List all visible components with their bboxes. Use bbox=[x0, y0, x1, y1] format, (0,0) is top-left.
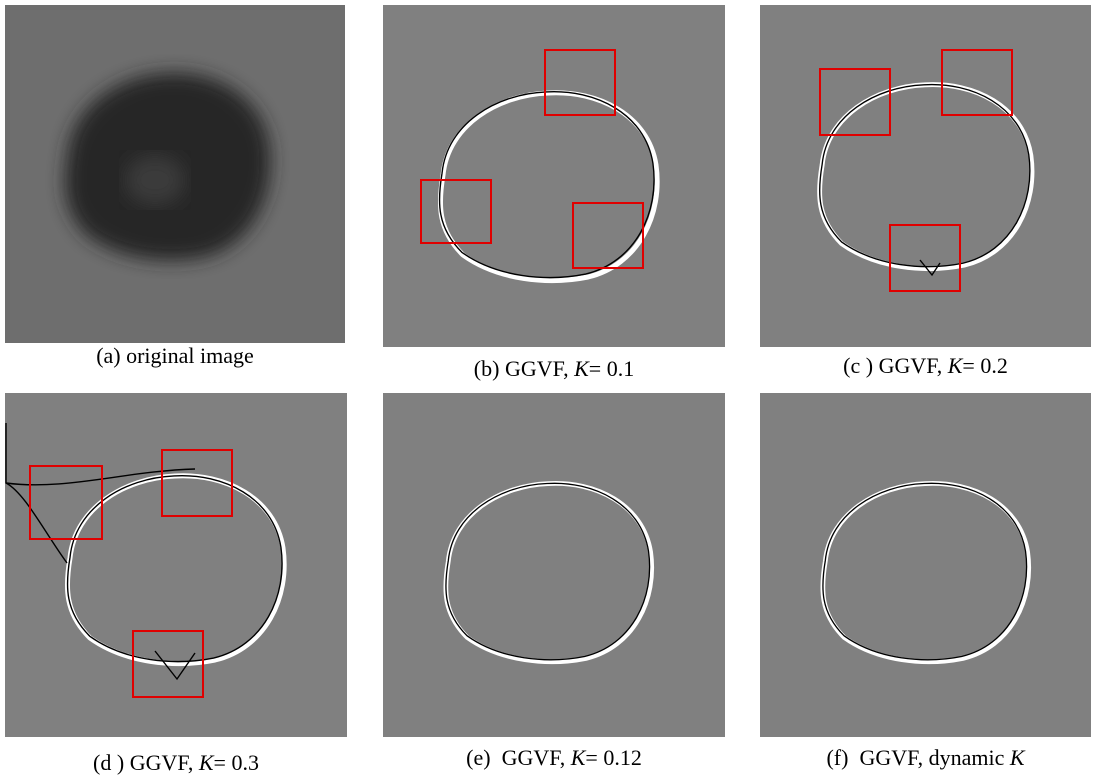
caption-part: K bbox=[571, 745, 586, 770]
caption: (f) GGVF, dynamic K bbox=[760, 745, 1091, 771]
caption-part: K bbox=[948, 353, 963, 378]
caption-part: K bbox=[1010, 745, 1025, 770]
caption-part: = 0.12 bbox=[585, 745, 641, 770]
caption-part: = 0.3 bbox=[214, 750, 259, 775]
result-panel bbox=[5, 393, 347, 737]
caption: (e) GGVF, K= 0.12 bbox=[383, 745, 725, 771]
caption-part: = 0.1 bbox=[589, 356, 634, 381]
caption: (d ) GGVF, K= 0.3 bbox=[5, 750, 347, 776]
caption: (a) original image bbox=[5, 343, 345, 369]
result-panel bbox=[383, 5, 725, 347]
caption-part: (e) GGVF, bbox=[466, 745, 571, 770]
result-panel bbox=[760, 5, 1091, 347]
caption-part: (c ) GGVF, bbox=[843, 353, 948, 378]
caption-part: (f) GGVF, dynamic bbox=[826, 745, 1009, 770]
figure: {"panels": [ {"caption": [{"text": "(a) … bbox=[0, 0, 1094, 782]
caption: (b) GGVF, K= 0.1 bbox=[383, 356, 725, 382]
caption-part: (b) GGVF, bbox=[474, 356, 574, 381]
result-panel bbox=[383, 393, 725, 737]
caption-part: = 0.2 bbox=[962, 353, 1007, 378]
caption-part: K bbox=[199, 750, 214, 775]
caption-part: (d ) GGVF, bbox=[93, 750, 199, 775]
result-panel bbox=[760, 393, 1091, 737]
caption: (c ) GGVF, K= 0.2 bbox=[760, 353, 1091, 379]
original-image bbox=[5, 5, 345, 343]
caption-part: (a) original image bbox=[96, 343, 254, 368]
caption-part: K bbox=[574, 356, 589, 381]
